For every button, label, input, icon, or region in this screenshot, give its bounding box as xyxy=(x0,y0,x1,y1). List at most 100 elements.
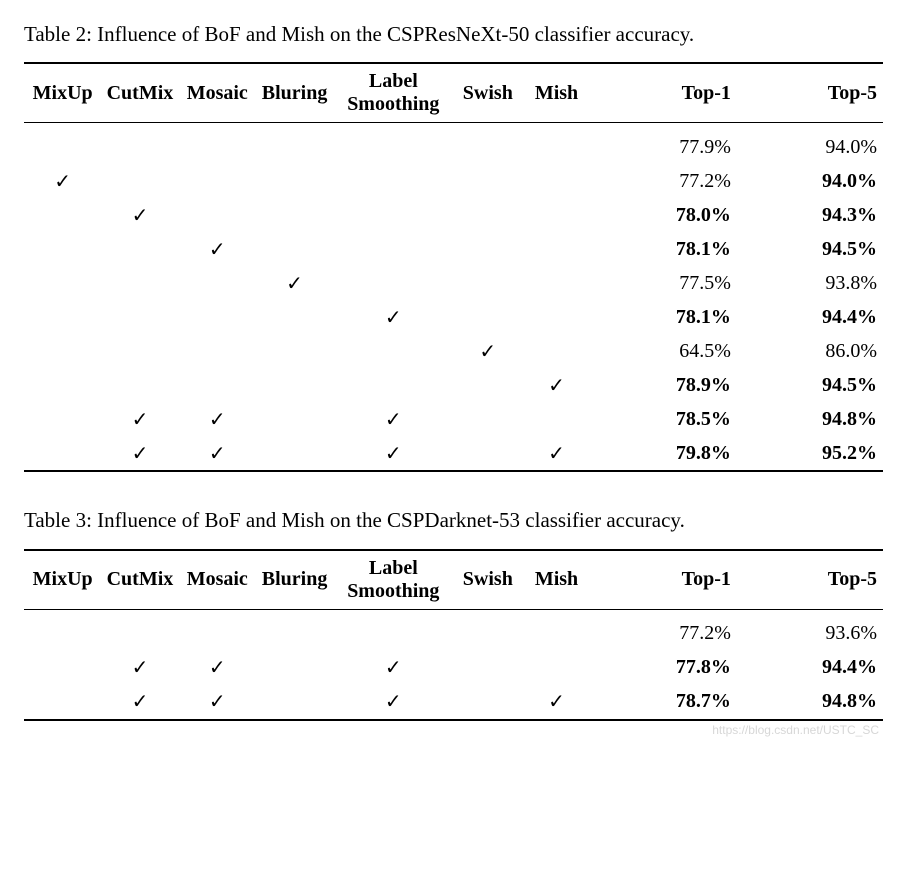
check-icon: ✓ xyxy=(209,691,226,713)
check-cell: ✓ xyxy=(179,651,256,685)
check-cell xyxy=(522,123,591,165)
check-icon: ✓ xyxy=(548,375,565,397)
table2: MixUpCutMixMosaicBluringLabelSmoothingSw… xyxy=(24,62,883,472)
check-cell xyxy=(256,123,333,165)
check-cell: ✓ xyxy=(101,651,178,685)
check-cell: ✓ xyxy=(522,436,591,471)
check-cell xyxy=(101,232,178,266)
check-cell xyxy=(101,368,178,402)
check-cell xyxy=(101,609,178,651)
check-icon: ✓ xyxy=(209,443,226,465)
check-cell xyxy=(256,334,333,368)
column-header: CutMix xyxy=(101,63,178,123)
check-cell xyxy=(522,334,591,368)
top1-value: 79.8% xyxy=(591,436,737,471)
top5-value: 94.4% xyxy=(737,300,883,334)
check-cell xyxy=(24,198,101,232)
top1-value: 78.5% xyxy=(591,402,737,436)
top5-value: 94.5% xyxy=(737,232,883,266)
column-header: Bluring xyxy=(256,550,333,610)
check-cell xyxy=(179,334,256,368)
top5-value: 94.0% xyxy=(737,123,883,165)
check-cell: ✓ xyxy=(179,402,256,436)
table-row: ✓ 78.1%94.4% xyxy=(24,300,883,334)
column-header: Mish xyxy=(522,63,591,123)
check-cell xyxy=(24,232,101,266)
check-cell xyxy=(256,609,333,651)
check-icon: ✓ xyxy=(132,691,149,713)
top1-value: 64.5% xyxy=(591,334,737,368)
check-cell xyxy=(453,300,522,334)
top1-value: 78.7% xyxy=(591,685,737,720)
check-cell xyxy=(522,164,591,198)
top1-value: 77.2% xyxy=(591,609,737,651)
top5-value: 94.8% xyxy=(737,685,883,720)
top1-value: 78.1% xyxy=(591,232,737,266)
check-cell xyxy=(453,651,522,685)
check-cell xyxy=(256,300,333,334)
column-header: LabelSmoothing xyxy=(333,63,453,123)
check-cell: ✓ xyxy=(333,402,453,436)
top5-value: 93.6% xyxy=(737,609,883,651)
table-row: ✓77.5%93.8% xyxy=(24,266,883,300)
top1-value: 77.2% xyxy=(591,164,737,198)
check-cell xyxy=(101,334,178,368)
check-cell xyxy=(24,402,101,436)
top5-value: 86.0% xyxy=(737,334,883,368)
top1-value: 78.1% xyxy=(591,300,737,334)
check-cell xyxy=(453,123,522,165)
check-cell xyxy=(179,198,256,232)
check-cell: ✓ xyxy=(333,300,453,334)
check-icon: ✓ xyxy=(385,657,402,679)
check-cell: ✓ xyxy=(522,368,591,402)
top1-value: 78.0% xyxy=(591,198,737,232)
check-icon: ✓ xyxy=(385,443,402,465)
check-cell xyxy=(522,300,591,334)
check-cell xyxy=(179,123,256,165)
check-icon: ✓ xyxy=(385,409,402,431)
check-icon: ✓ xyxy=(479,341,496,363)
check-icon: ✓ xyxy=(132,409,149,431)
column-header: MixUp xyxy=(24,63,101,123)
top1-value: 77.9% xyxy=(591,123,737,165)
column-header: Mosaic xyxy=(179,63,256,123)
check-cell: ✓ xyxy=(24,164,101,198)
check-cell xyxy=(522,609,591,651)
column-header: Top-5 xyxy=(737,63,883,123)
check-cell xyxy=(522,651,591,685)
check-cell: ✓ xyxy=(453,334,522,368)
check-cell xyxy=(522,198,591,232)
check-cell: ✓ xyxy=(256,266,333,300)
top5-value: 94.0% xyxy=(737,164,883,198)
check-cell xyxy=(453,198,522,232)
check-cell: ✓ xyxy=(333,651,453,685)
check-cell xyxy=(522,232,591,266)
table-row: ✓ 77.2%94.0% xyxy=(24,164,883,198)
check-cell xyxy=(333,334,453,368)
check-cell xyxy=(101,164,178,198)
check-cell: ✓ xyxy=(101,685,178,720)
column-header: Top-1 xyxy=(591,63,737,123)
check-cell: ✓ xyxy=(333,685,453,720)
check-cell xyxy=(179,164,256,198)
check-cell xyxy=(453,232,522,266)
check-icon: ✓ xyxy=(132,657,149,679)
check-cell xyxy=(24,266,101,300)
check-cell xyxy=(256,164,333,198)
check-cell xyxy=(453,685,522,720)
check-icon: ✓ xyxy=(209,239,226,261)
check-cell xyxy=(179,266,256,300)
column-header: Mosaic xyxy=(179,550,256,610)
check-cell: ✓ xyxy=(179,232,256,266)
table-row: ✓✓✓77.8%94.4% xyxy=(24,651,883,685)
table3: MixUpCutMixMosaicBluringLabelSmoothingSw… xyxy=(24,549,883,721)
check-cell: ✓ xyxy=(101,402,178,436)
check-cell xyxy=(453,368,522,402)
check-cell xyxy=(333,609,453,651)
check-cell xyxy=(24,436,101,471)
table-row: ✓ 78.1%94.5% xyxy=(24,232,883,266)
check-cell xyxy=(333,198,453,232)
top5-value: 95.2% xyxy=(737,436,883,471)
check-cell: ✓ xyxy=(101,436,178,471)
check-cell xyxy=(256,232,333,266)
